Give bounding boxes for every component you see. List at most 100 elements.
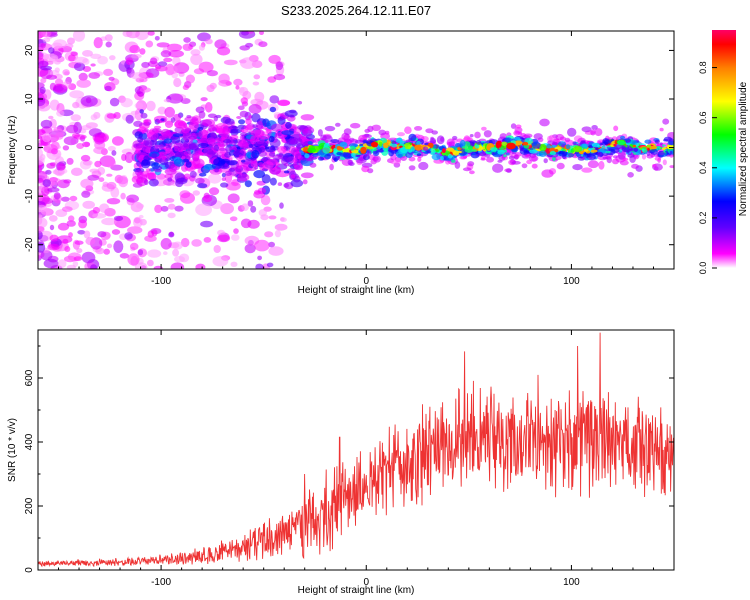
spectrogram-cell: [139, 109, 144, 114]
spectrogram-cell: [418, 161, 429, 171]
spectrogram-cell: [310, 156, 317, 160]
spectrogram-cell: [298, 133, 303, 138]
spectrogram-cell: [519, 147, 524, 151]
spectrogram-cell: [231, 234, 240, 241]
spectrogram-cell: [38, 129, 46, 136]
spectrogram-cell: [97, 55, 108, 65]
colorbar-tick-label: 0.8: [698, 61, 708, 74]
spectrogram-cell: [510, 123, 517, 129]
spectrogram-cell: [174, 120, 187, 129]
spectrogram-cell: [56, 110, 65, 117]
spectrogram-cell: [240, 132, 248, 137]
spectrogram-cell: [222, 127, 231, 135]
spectrogram-cell: [601, 145, 606, 149]
spectrogram-cell: [40, 31, 52, 38]
spectrogram-cell: [591, 125, 598, 130]
spectrogram-cell: [654, 156, 662, 161]
spectrogram-cell: [454, 142, 461, 148]
snr-background: [38, 330, 674, 570]
spectrogram-cell: [82, 200, 95, 209]
spectrogram-cell: [416, 140, 421, 146]
spectrogram-cell: [266, 158, 278, 166]
spectrogram-cell: [264, 231, 274, 238]
spectrogram-cell: [363, 140, 367, 143]
spectrogram-cell: [73, 134, 87, 140]
spectrogram-cell: [238, 87, 245, 93]
spectrogram-cell: [202, 118, 216, 127]
spectrogram-cell: [61, 196, 70, 202]
spectrogram-cell: [199, 172, 207, 177]
spectrogram-cell: [453, 154, 458, 159]
spectrogram-cell: [206, 149, 214, 155]
snr-y-label: SNR (10 * v/v): [7, 418, 18, 482]
spectrogram-cell: [293, 162, 298, 168]
spectrogram-cell: [206, 70, 218, 77]
spectrogram-cell: [268, 215, 277, 220]
spectrogram-cell: [160, 50, 172, 58]
spectrogram-cell: [225, 182, 241, 191]
spectrogram-cell: [391, 140, 397, 145]
spectrogram-cell: [277, 145, 287, 154]
spectrogram-cell: [361, 165, 370, 173]
spectrogram-cell: [244, 243, 256, 254]
spectrogram-cell: [277, 154, 283, 160]
spectrogram-cell: [333, 147, 338, 152]
spectrogram-cell: [42, 132, 52, 143]
spectrogram-cell: [66, 220, 76, 227]
spectrogram-cell: [294, 151, 302, 160]
spectrogram-cell: [408, 133, 417, 142]
spectrogram-cell: [259, 31, 264, 35]
snr-y-tick-label: 400: [24, 433, 35, 450]
spectrogram-cell: [573, 145, 583, 153]
spectrogram-cell: [134, 102, 144, 109]
spectrogram-cell: [103, 68, 114, 76]
spectrogram-cell: [523, 149, 527, 154]
spectrogram-cell: [76, 248, 83, 254]
spectrogram-cell: [43, 144, 58, 154]
spectrogram-cell: [209, 187, 220, 196]
snr-x-tick-label: 0: [363, 577, 369, 588]
spectrogram-cell: [94, 160, 102, 168]
spectrogram-cell: [371, 141, 378, 148]
spectrogram-cell: [125, 114, 134, 124]
spectrogram-cell: [468, 145, 473, 150]
spectrogram-cell: [127, 226, 143, 234]
spectrogram-cell: [38, 206, 43, 213]
spectrogram-cell: [287, 163, 293, 167]
snr-axes: -100 0 100 0 200 400 600: [24, 330, 675, 588]
spectrogram-cell: [45, 169, 52, 175]
spectrogram-heatmap: [38, 31, 674, 269]
spectrogram-cell: [83, 230, 91, 239]
spectrogram-cell: [145, 40, 154, 48]
spectrogram-cell: [198, 110, 206, 119]
spectrogram-cell: [188, 121, 199, 130]
spectrogram-cell: [164, 106, 175, 118]
spectrogram-cell: [630, 139, 637, 145]
spectrogram-cell: [587, 160, 599, 169]
spectrogram-cell: [88, 72, 100, 79]
spectrogram-cell: [103, 248, 110, 255]
spectrogram-cell: [144, 235, 157, 242]
spectrogram-cell: [47, 187, 60, 193]
spectrogram-cell: [583, 149, 589, 152]
spectrogram-cell: [78, 72, 88, 81]
spectrogram-cell: [168, 231, 175, 238]
spectrogram-cell: [659, 127, 664, 132]
spectrogram-cell: [156, 42, 170, 48]
spectrogram-cell: [324, 154, 332, 160]
spectrogram-cell: [49, 234, 59, 242]
spectrogram-cell: [581, 167, 593, 173]
spectrogram-cell: [99, 203, 110, 213]
spectrogram-cell: [220, 203, 235, 215]
spectrogram-cell: [273, 74, 286, 81]
spectrogram-cell: [203, 192, 210, 199]
spectrogram-cell: [383, 142, 389, 149]
spectrogram-cell: [264, 146, 270, 150]
spectrogram-cell: [552, 156, 556, 162]
spectrogram-cell: [172, 133, 183, 138]
spectrogram-cell: [218, 73, 230, 84]
spectrogram-cell: [255, 142, 266, 147]
spectrogram-cell: [192, 157, 201, 166]
spectrogram-cell: [349, 145, 356, 151]
spectrogram-cell: [239, 140, 248, 149]
